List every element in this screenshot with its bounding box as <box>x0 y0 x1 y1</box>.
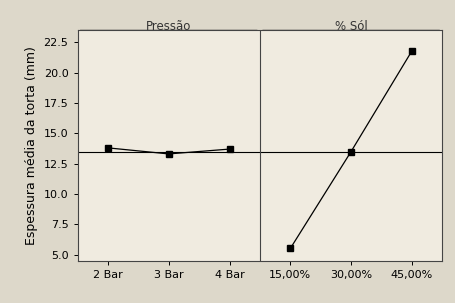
Text: Pressão: Pressão <box>146 20 191 33</box>
Y-axis label: Espessura média da torta (mm): Espessura média da torta (mm) <box>25 46 38 245</box>
Text: % Sól: % Sól <box>334 20 367 33</box>
